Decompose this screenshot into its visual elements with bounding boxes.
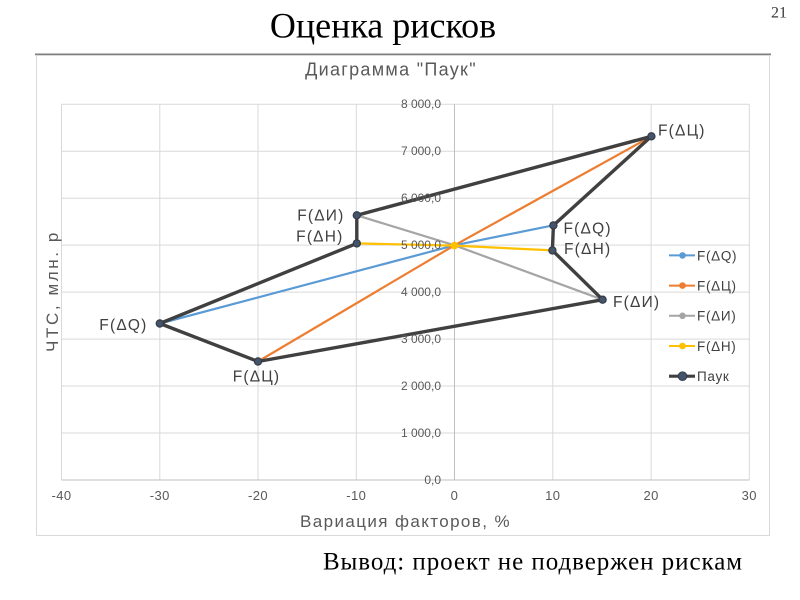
svg-text:4 000,0: 4 000,0 [401, 285, 441, 299]
svg-text:F(ΔQ): F(ΔQ) [99, 317, 147, 334]
svg-text:F(ΔН): F(ΔН) [697, 339, 737, 354]
svg-text:0,0: 0,0 [424, 473, 441, 487]
svg-text:F(ΔЦ): F(ΔЦ) [697, 279, 737, 294]
svg-text:20: 20 [643, 488, 658, 503]
svg-text:Оценка рисков: Оценка рисков [270, 6, 496, 46]
svg-text:F(ΔИ): F(ΔИ) [697, 309, 736, 324]
svg-text:F(ΔЦ): F(ΔЦ) [233, 369, 281, 386]
svg-text:F(ΔИ): F(ΔИ) [297, 208, 344, 225]
svg-text:10: 10 [545, 488, 560, 503]
svg-text:21: 21 [771, 5, 787, 22]
svg-text:5 000,0: 5 000,0 [401, 238, 441, 252]
svg-text:2 000,0: 2 000,0 [401, 379, 441, 393]
svg-text:-40: -40 [52, 488, 72, 503]
svg-text:Паук: Паук [697, 369, 730, 384]
svg-text:F(ΔQ): F(ΔQ) [564, 221, 612, 238]
svg-text:8 000,0: 8 000,0 [401, 97, 441, 111]
svg-text:F(ΔН): F(ΔН) [564, 241, 611, 258]
svg-text:6 000,0: 6 000,0 [401, 191, 441, 205]
svg-text:30: 30 [742, 488, 757, 503]
svg-text:Вариация факторов, %: Вариация факторов, % [300, 512, 511, 531]
svg-text:Вывод: проект не подвержен рис: Вывод: проект не подвержен рискам [323, 549, 743, 576]
svg-text:F(ΔН): F(ΔН) [296, 229, 343, 246]
svg-text:F(ΔЦ): F(ΔЦ) [658, 123, 706, 140]
svg-text:1 000,0: 1 000,0 [401, 426, 441, 440]
svg-text:3 000,0: 3 000,0 [401, 332, 441, 346]
svg-text:-30: -30 [150, 488, 170, 503]
svg-text:F(ΔQ): F(ΔQ) [697, 248, 737, 263]
svg-text:7 000,0: 7 000,0 [401, 144, 441, 158]
svg-text:F(ΔИ): F(ΔИ) [613, 294, 660, 311]
svg-text:Диаграмма "Паук": Диаграмма "Паук" [305, 60, 477, 80]
svg-text:-20: -20 [248, 488, 268, 503]
svg-text:-10: -10 [346, 488, 366, 503]
svg-text:ЧТС, млн. р: ЧТС, млн. р [43, 230, 62, 352]
svg-text:0: 0 [451, 488, 459, 503]
